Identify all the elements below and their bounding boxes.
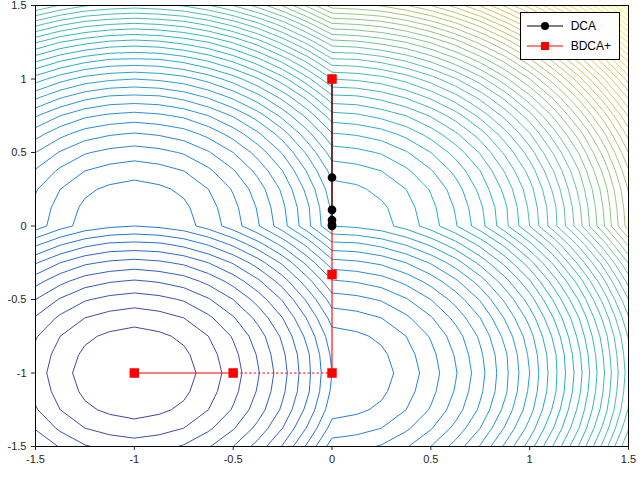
html-text:BDCA+: BDCA+ xyxy=(570,39,611,53)
svg-text:-1: -1 xyxy=(17,367,27,379)
svg-text:-1.5: -1.5 xyxy=(26,453,45,465)
svg-text:-1: -1 xyxy=(129,453,139,465)
svg-text:0.5: 0.5 xyxy=(11,146,26,158)
svg-text:-0.5: -0.5 xyxy=(224,453,243,465)
svg-text:-0.5: -0.5 xyxy=(8,293,27,305)
svg-text:1.5: 1.5 xyxy=(621,453,636,465)
svg-text:1: 1 xyxy=(20,73,26,85)
svg-text:0: 0 xyxy=(329,453,335,465)
html-text:DCA: DCA xyxy=(570,19,596,33)
svg-text:0.5: 0.5 xyxy=(423,453,438,465)
svg-text:1: 1 xyxy=(527,453,533,465)
svg-text:-1.5: -1.5 xyxy=(8,440,27,452)
svg-text:1.5: 1.5 xyxy=(11,0,26,11)
svg-text:0: 0 xyxy=(20,220,26,232)
